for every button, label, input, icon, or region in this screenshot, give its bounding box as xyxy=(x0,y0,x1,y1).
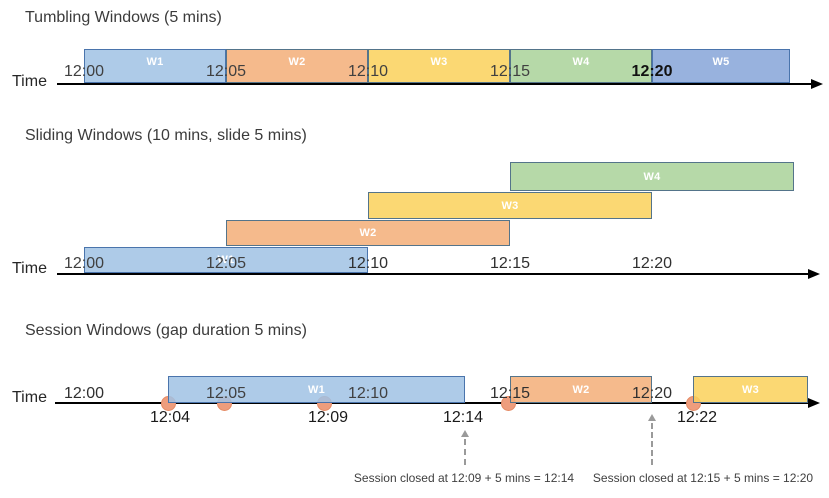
session-window-w1: W1 xyxy=(168,376,465,403)
dashed-arrow-shaft xyxy=(651,423,653,465)
session-window-w3: W3 xyxy=(693,376,808,403)
session-time-axis-label: Time xyxy=(12,389,47,406)
window-label: W2 xyxy=(288,56,306,68)
window-label: W3 xyxy=(430,56,448,68)
sliding-tick-1215: 12:15 xyxy=(489,255,531,272)
tumbling-tick-1200: 12:00 xyxy=(63,63,105,80)
session-tick-1215: 12:15 xyxy=(489,385,531,402)
sliding-window-w2: W2 xyxy=(226,220,510,246)
sliding-tick-1210: 12:10 xyxy=(347,255,389,272)
event-time-label-1204: 12:04 xyxy=(149,409,191,426)
sliding-window-w3: W3 xyxy=(368,192,652,219)
tumbling-time-axis-label: Time xyxy=(12,73,47,90)
session-close-annotation-2: Session closed at 12:15 + 5 mins = 12:20 xyxy=(592,471,814,485)
event-time-label-1222: 12:22 xyxy=(676,409,718,426)
sliding-timeline xyxy=(57,273,812,275)
sliding-section-title: Sliding Windows (10 mins, slide 5 mins) xyxy=(25,127,307,144)
event-time-label-1209: 12:09 xyxy=(307,409,349,426)
window-label: W5 xyxy=(712,56,730,68)
window-label: W4 xyxy=(643,170,661,183)
tumbling-tick-1210: 12:10 xyxy=(347,63,389,80)
sliding-window-w1: W1 xyxy=(84,247,368,273)
tumbling-tick-1205: 12:05 xyxy=(205,63,247,80)
tumbling-window-w5: W5 xyxy=(652,49,790,83)
tumbling-tick-1215: 12:15 xyxy=(489,63,531,80)
window-label: W2 xyxy=(359,227,377,239)
tumbling-window-w2: W2 xyxy=(226,49,368,83)
tumbling-window-w3: W3 xyxy=(368,49,510,83)
session-close-annotation-1: Session closed at 12:09 + 5 mins = 12:14 xyxy=(353,471,575,485)
window-label: W3 xyxy=(741,383,760,396)
window-label: W3 xyxy=(501,199,519,212)
dashed-arrow-shaft xyxy=(464,439,466,465)
session-tick-1220: 12:20 xyxy=(631,385,673,402)
window-label: W4 xyxy=(572,56,590,68)
tumbling-window-w1: W1 xyxy=(84,49,226,83)
tumbling-timeline-arrowhead-icon xyxy=(811,79,823,89)
window-label: W2 xyxy=(572,383,590,396)
tumbling-tick-1220: 12:20 xyxy=(631,63,673,80)
tumbling-window-w4: W4 xyxy=(510,49,652,83)
tumbling-timeline xyxy=(57,83,812,85)
sliding-tick-1205: 12:05 xyxy=(205,255,247,272)
session-section-title: Session Windows (gap duration 5 mins) xyxy=(25,322,307,339)
window-label: W1 xyxy=(146,56,164,68)
dashed-up-arrow-icon xyxy=(461,430,469,437)
sliding-tick-1220: 12:20 xyxy=(631,255,673,272)
sliding-window-w4: W4 xyxy=(510,162,794,191)
window-label: W1 xyxy=(217,254,235,266)
session-close-label-1214: 12:14 xyxy=(442,409,484,426)
session-tick-1205: 12:05 xyxy=(205,385,247,402)
session-window-w2: W2 xyxy=(510,376,652,403)
session-timeline xyxy=(55,402,812,404)
session-tick-1200: 12:00 xyxy=(63,385,105,402)
sliding-timeline-arrowhead-icon xyxy=(808,269,820,279)
dashed-up-arrow-icon xyxy=(648,414,656,421)
tumbling-section-title: Tumbling Windows (5 mins) xyxy=(25,9,222,26)
sliding-time-axis-label: Time xyxy=(12,260,47,277)
sliding-tick-1200: 12:00 xyxy=(63,255,105,272)
session-timeline-arrowhead-icon xyxy=(808,398,820,408)
session-tick-1210: 12:10 xyxy=(347,385,389,402)
window-label: W1 xyxy=(307,383,326,396)
